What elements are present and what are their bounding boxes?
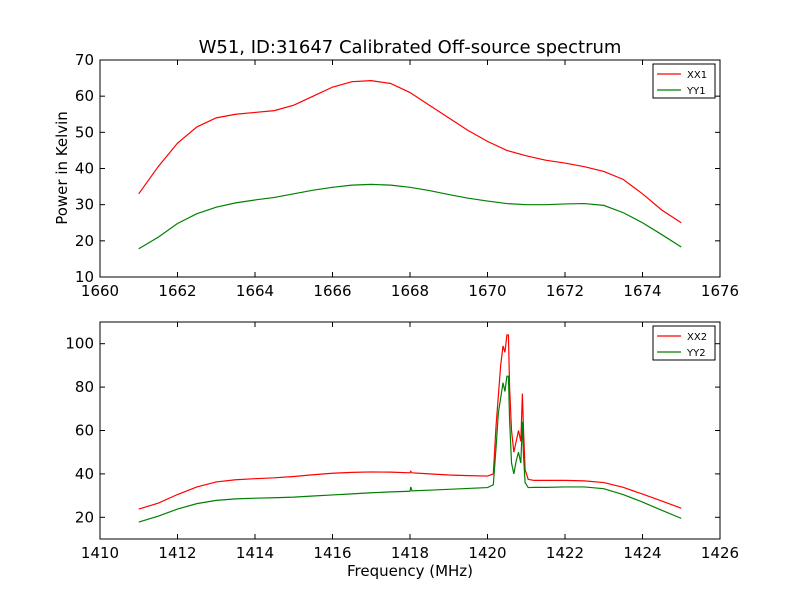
y-tick-label: 80 bbox=[75, 378, 94, 396]
x-tick-label: 1664 bbox=[236, 282, 274, 300]
chart-title: W51, ID:31647 Calibrated Off-source spec… bbox=[199, 37, 622, 58]
x-tick-label: 1674 bbox=[623, 282, 661, 300]
y-tick-label: 10 bbox=[75, 268, 94, 286]
x-tick-label: 1412 bbox=[158, 544, 196, 562]
y-tick-label: 60 bbox=[75, 87, 94, 105]
x-tick-label: 1668 bbox=[391, 282, 429, 300]
y-tick-label: 70 bbox=[75, 51, 94, 69]
x-tick-label: 1666 bbox=[313, 282, 351, 300]
x-tick-label: 1660 bbox=[81, 282, 119, 300]
x-tick-label: 1418 bbox=[391, 544, 429, 562]
y-tick-label: 40 bbox=[75, 465, 94, 483]
x-tick-label: 1672 bbox=[546, 282, 584, 300]
y-tick-label: 20 bbox=[75, 508, 94, 526]
bottom-x-axis-label: Frequency (MHz) bbox=[347, 562, 473, 580]
x-tick-label: 1414 bbox=[236, 544, 274, 562]
y-tick-label: 100 bbox=[65, 335, 94, 353]
x-tick-label: 1676 bbox=[701, 282, 739, 300]
legend-label-xx1: XX1 bbox=[687, 70, 707, 81]
x-tick-label: 1426 bbox=[701, 544, 739, 562]
series-line-yy1 bbox=[138, 183, 682, 250]
series-line-xx1 bbox=[138, 80, 682, 224]
y-tick-label: 30 bbox=[75, 196, 94, 214]
top-y-axis-label: Power in Kelvin bbox=[53, 111, 71, 225]
legend-box bbox=[652, 325, 716, 361]
legend-label-xx2: XX2 bbox=[687, 332, 707, 343]
y-tick-label: 50 bbox=[75, 123, 94, 141]
x-tick-label: 1670 bbox=[468, 282, 506, 300]
legend-box bbox=[652, 63, 716, 99]
top-panel: 1660 1662 1664 1666 1668 1670 1672 1674 1676 10 20… bbox=[75, 51, 739, 300]
x-tick-label: 1410 bbox=[81, 544, 119, 562]
y-tick-label: 60 bbox=[75, 422, 94, 440]
x-tick-label: 1662 bbox=[158, 282, 196, 300]
legend-label-yy2: YY2 bbox=[686, 348, 706, 359]
x-tick-label: 1420 bbox=[468, 544, 506, 562]
legend-label-yy1: YY1 bbox=[686, 86, 706, 97]
x-tick-label: 1422 bbox=[546, 544, 584, 562]
series-line-yy2 bbox=[138, 375, 682, 523]
y-tick-label: 20 bbox=[75, 232, 94, 250]
x-tick-label: 1424 bbox=[623, 544, 661, 562]
bottom-panel: 1410 1412 1414 1416 1418 1420 1422 1424 1426 20 40… bbox=[65, 321, 739, 562]
y-tick-label: 40 bbox=[75, 160, 94, 178]
series-line-xx2 bbox=[138, 334, 682, 510]
x-tick-label: 1416 bbox=[313, 544, 351, 562]
